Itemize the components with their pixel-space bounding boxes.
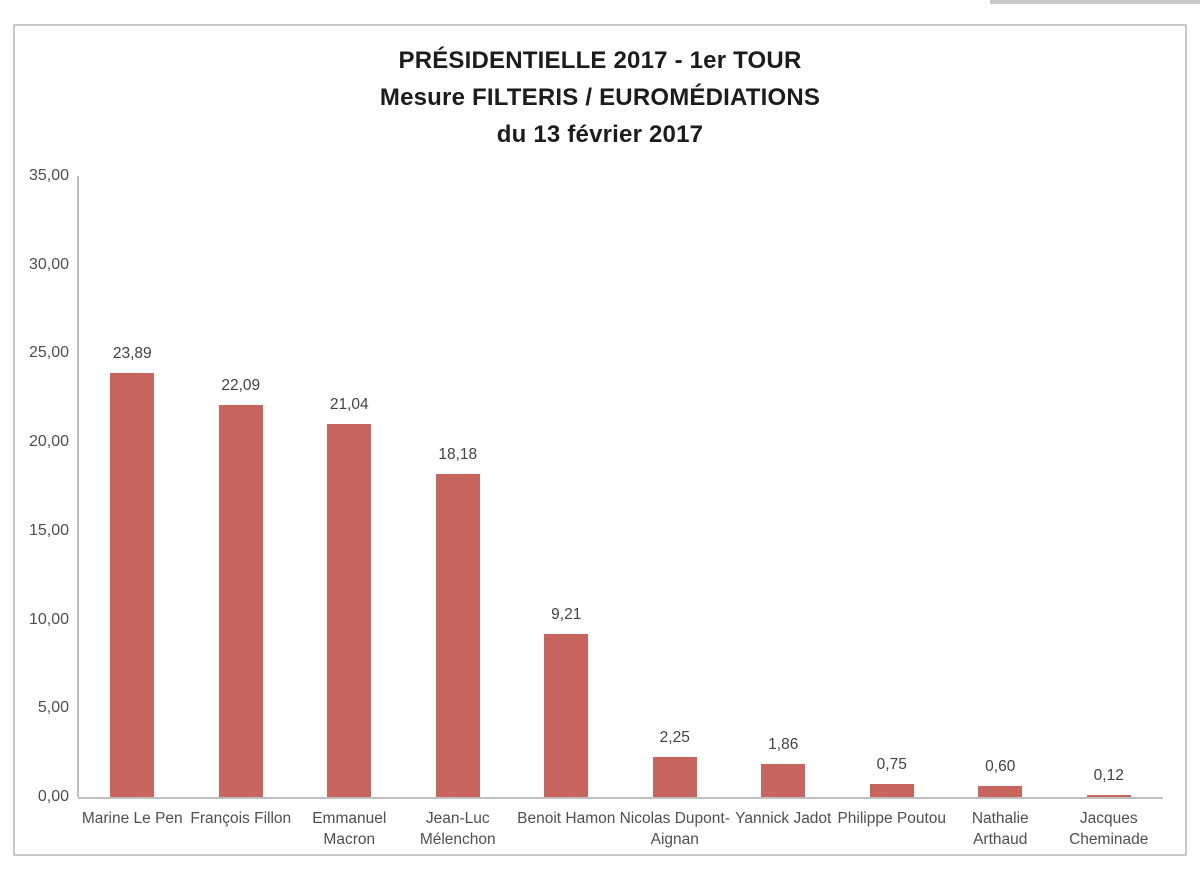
bar	[110, 373, 155, 797]
bar	[1086, 794, 1131, 797]
bar-value-label: 21,04	[329, 395, 369, 413]
y-axis-tick-label: 35,00	[28, 167, 69, 184]
bar	[761, 763, 806, 797]
category-label: Benoit Hamon	[517, 810, 616, 827]
y-axis-tick-label: 10,00	[28, 610, 69, 628]
bar-value-label: 0,75	[876, 755, 907, 773]
bar-value-label: 18,18	[438, 446, 478, 464]
y-axis-line	[77, 176, 79, 797]
category-label: Marine Le Pen	[81, 810, 183, 827]
bar-value-label: 9,21	[551, 605, 582, 623]
bar	[435, 474, 480, 797]
bar-value-label: 23,89	[112, 345, 152, 363]
category-label: Jean-Luc Mélenchon	[419, 810, 496, 848]
category-label: Philippe Poutou	[837, 810, 947, 827]
y-axis-tick-label: 0,00	[37, 788, 69, 805]
chart-title-line-3: du 13 février 2017	[496, 121, 704, 148]
category-label: Jacques Cheminade	[1069, 810, 1149, 848]
bar	[978, 786, 1023, 797]
chart-title-line-1: PRÉSIDENTIELLE 2017 - 1er TOUR	[398, 47, 802, 74]
category-label: Emmanuel Macron	[312, 810, 387, 848]
chart-title-line-2: Mesure FILTERIS / EUROMÉDIATIONS	[379, 84, 821, 111]
bar	[327, 423, 372, 797]
bar-value-label: 0,12	[1093, 766, 1124, 784]
bar-value-label: 1,86	[768, 735, 799, 753]
bar	[652, 757, 697, 797]
chart-title: PRÉSIDENTIELLE 2017 - 1er TOUR Mesure FI…	[13, 42, 1187, 153]
category-label: Nathalie Arthaud	[971, 810, 1029, 848]
bar-value-label: 2,25	[659, 729, 690, 747]
bar	[544, 633, 589, 797]
bar-value-label: 0,60	[985, 758, 1016, 776]
y-axis-tick-label: 20,00	[28, 433, 69, 451]
category-label: Yannick Jadot	[735, 810, 832, 827]
y-axis-tick-label: 15,00	[28, 521, 69, 539]
screen-edge-artifact	[990, 0, 1200, 4]
bar-value-label: 22,09	[221, 377, 261, 395]
category-label: Nicolas Dupont-Aignan	[619, 810, 730, 848]
chart-frame	[13, 24, 1187, 856]
category-label: François Fillon	[190, 810, 292, 827]
y-axis-tick-label: 30,00	[28, 255, 69, 273]
y-axis-tick-label: 5,00	[37, 699, 69, 717]
y-axis-tick-label: 25,00	[28, 344, 69, 362]
x-axis-line	[78, 797, 1163, 799]
bar	[869, 783, 914, 797]
bar	[218, 405, 263, 797]
